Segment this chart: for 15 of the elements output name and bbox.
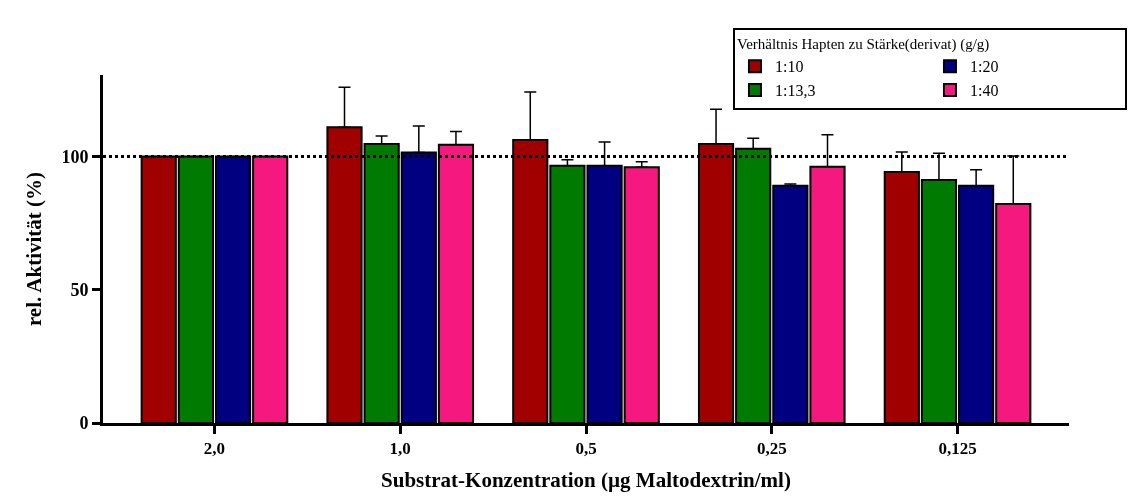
y-axis-title: rel. Aktivität (%) [21,171,46,327]
legend-label: 1:20 [969,58,999,76]
x-axis-title: Substrat-Konzentration (µg Maltodextrin/ml) [381,467,791,492]
legend-label: 1:10 [774,58,804,76]
x-tick-label: 0,5 [575,439,597,459]
x-tick-label: 0,25 [756,439,787,459]
x-tick-label: 2,0 [203,439,226,459]
x-tick-label: 0,125 [938,439,977,459]
legend-label: 1:40 [969,82,999,100]
legend-label: 1:13,3 [774,82,816,100]
y-tick-label: 50 [70,280,89,301]
x-tick-label: 1,0 [389,439,411,459]
legend-title: Verhältnis Hapten zu Stärke(derivat) (g/g) [736,36,990,54]
y-tick-label: 0 [79,413,89,434]
y-tick-label: 100 [61,146,89,167]
